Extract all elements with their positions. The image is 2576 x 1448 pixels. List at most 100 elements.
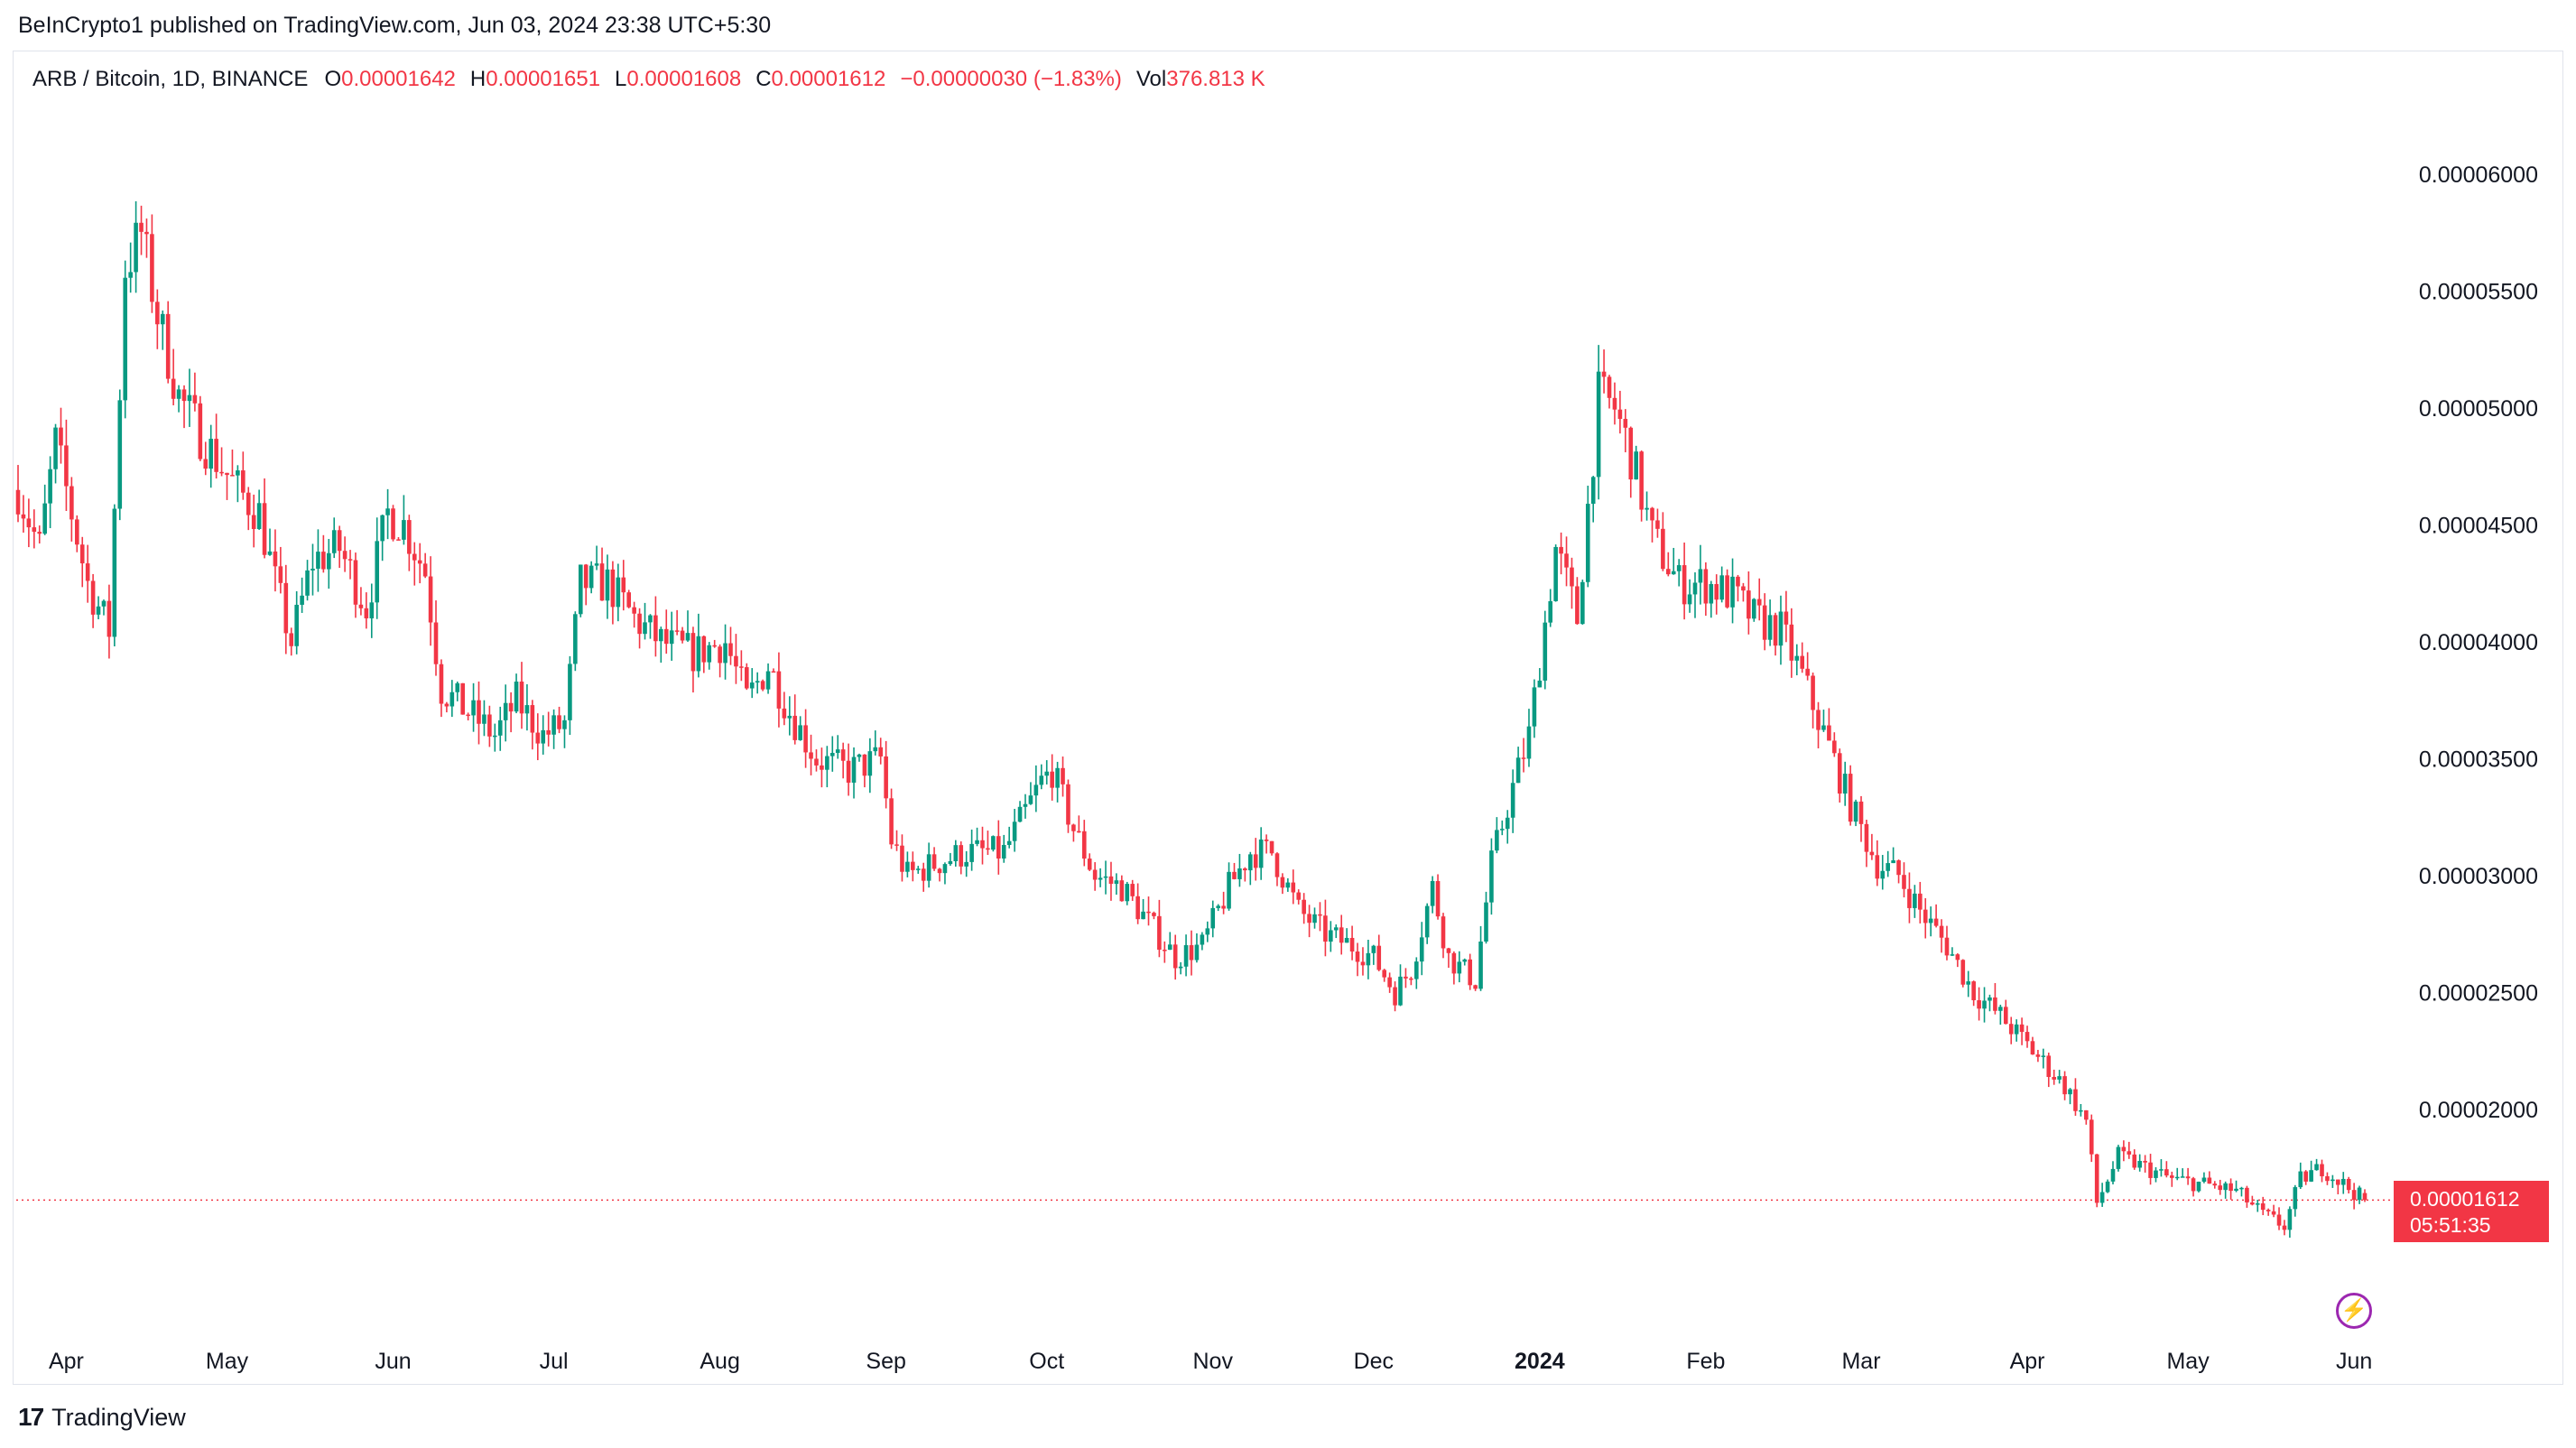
candle-body	[541, 729, 546, 744]
candle-body	[2148, 1162, 2153, 1178]
candle-body	[1751, 599, 1756, 619]
chart-frame[interactable]	[13, 51, 2563, 1385]
candle-body	[1146, 911, 1151, 914]
candle-body	[1891, 860, 1895, 864]
candle-body	[562, 719, 567, 729]
candle-body	[439, 664, 444, 704]
candle-body	[2110, 1168, 2116, 1182]
candle-body	[1247, 854, 1253, 871]
candle-body	[1419, 937, 1424, 962]
candle-body	[1446, 948, 1451, 953]
candle-body	[1344, 937, 1349, 943]
candle-body	[256, 503, 262, 530]
candle-body	[915, 868, 921, 870]
candle-body	[1484, 902, 1488, 942]
candle-body	[1505, 817, 1510, 830]
candle-body	[643, 622, 647, 635]
candle-body	[1687, 594, 1692, 605]
legend-symbol[interactable]: ARB / Bitcoin, 1D, BINANCE	[32, 67, 309, 91]
candle-body	[1612, 397, 1617, 410]
legend-open-value: 0.00001642	[341, 67, 456, 91]
candle-body	[931, 854, 937, 869]
candle-body	[1913, 893, 1917, 908]
candle-body	[353, 560, 358, 605]
footer-brand[interactable]: 17 TradingView	[18, 1403, 186, 1432]
candle-body	[380, 515, 385, 542]
candle-body	[1221, 905, 1226, 909]
candle-body	[1944, 937, 1950, 956]
candle-body	[937, 868, 942, 874]
x-tick-label: Apr	[49, 1349, 84, 1374]
candle-body	[723, 643, 727, 664]
candle-body	[176, 389, 181, 399]
candle-body	[1869, 851, 1875, 856]
candle-body	[1285, 882, 1291, 888]
candle-body	[2298, 1171, 2303, 1188]
candle-body	[2116, 1146, 2121, 1169]
candle-body	[524, 705, 530, 714]
candle-body	[2137, 1161, 2142, 1168]
candle-body	[996, 836, 1001, 859]
candle-body	[835, 749, 840, 754]
candle-body	[1821, 725, 1826, 730]
candle-body	[1564, 553, 1569, 568]
candle-body	[2218, 1185, 2223, 1191]
candle-body	[1468, 959, 1472, 986]
candle-body	[2255, 1203, 2260, 1205]
candle-body	[117, 400, 123, 509]
candle-body	[1907, 888, 1912, 908]
candle-body	[1280, 877, 1285, 888]
candle-body	[1832, 740, 1837, 754]
candle-body	[734, 655, 738, 667]
candle-body	[2201, 1177, 2207, 1182]
candle-body	[1478, 941, 1483, 989]
candle-body	[236, 470, 240, 476]
candle-body	[79, 544, 85, 564]
candle-body	[181, 389, 187, 402]
candle-body	[953, 845, 959, 861]
candle-body	[1811, 675, 1815, 710]
candle-body	[1291, 882, 1296, 893]
candle-body	[519, 682, 524, 714]
legend-vol-value: 376.813 K	[1166, 67, 1265, 91]
candle-body	[1639, 451, 1644, 510]
candle-body	[1601, 371, 1607, 377]
candle-body	[2287, 1209, 2293, 1230]
candle-body	[187, 394, 192, 402]
candle-body	[1982, 1000, 1987, 1009]
candle-body	[1457, 961, 1462, 974]
candle-body	[1157, 915, 1162, 950]
candle-body	[123, 277, 128, 401]
candle-body	[1098, 877, 1103, 880]
candle-body	[2185, 1176, 2191, 1179]
lightning-bolt-icon[interactable]: ⚡	[2336, 1293, 2372, 1329]
candle-body	[2052, 1076, 2057, 1080]
candle-body	[42, 503, 47, 534]
candle-body	[588, 565, 594, 589]
candle-body	[428, 576, 433, 623]
tradingview-logo-icon: 17	[18, 1403, 44, 1431]
candle-body	[85, 563, 90, 581]
candle-body	[798, 725, 802, 740]
candle-body	[1451, 952, 1457, 974]
candle-body	[449, 692, 455, 707]
candle-body	[2159, 1169, 2164, 1171]
candle-body	[15, 489, 21, 515]
candle-body	[396, 539, 401, 541]
candle-body	[2099, 1192, 2105, 1203]
y-tick-label: 0.00003000	[2419, 864, 2538, 889]
candle-body	[471, 700, 476, 716]
y-tick-label: 0.00006000	[2419, 162, 2538, 188]
candle-body	[155, 302, 160, 325]
candle-body	[1376, 945, 1382, 970]
candle-body	[1645, 507, 1649, 510]
candle-body	[1210, 907, 1216, 929]
candle-body	[2025, 1032, 2030, 1042]
candle-body	[2260, 1203, 2266, 1211]
y-tick-label: 0.00002500	[2419, 980, 2538, 1006]
candle-body	[1998, 1007, 2003, 1011]
candle-body	[2336, 1179, 2340, 1185]
candle-body	[1108, 876, 1114, 885]
candle-body	[160, 313, 165, 325]
